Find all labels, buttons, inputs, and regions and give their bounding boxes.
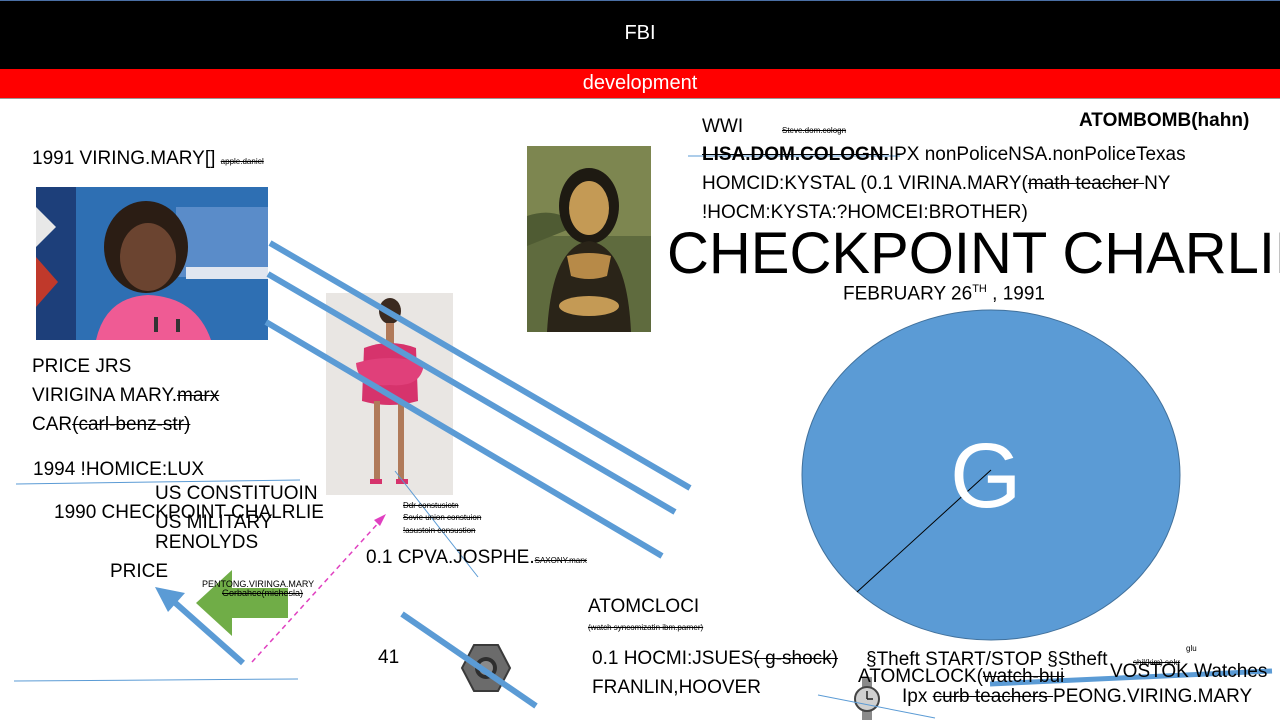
- hocmi-prefix: 0.1 HOCMI:JSUES: [592, 648, 754, 669]
- date-prefix: FEBRUARY 26: [843, 283, 973, 305]
- blue-arrow-shaft: [170, 597, 245, 666]
- thin-diagonal-cpva: [394, 470, 479, 578]
- homice-1994: 1994 !HOMICE:LUX: [33, 459, 205, 480]
- diagonal-line-2: [266, 271, 677, 515]
- lisa-strike: LISA.DOM.COLOGN.: [702, 144, 889, 165]
- us-military: US MILITARY: [155, 512, 273, 533]
- homcid-line: HOMCID:KYSTAL (0.1 VIRINA.MARY(math teac…: [702, 173, 1170, 195]
- atomcloci-label: ATOMCLOCI: [588, 596, 700, 617]
- cpva-text: 0.1 CPVA.JOSPHE.: [366, 547, 535, 568]
- green-arrow: [196, 570, 288, 636]
- date-line: FEBRUARY 26TH , 1991: [843, 283, 1045, 305]
- pink-dashed-arrow: [251, 519, 382, 663]
- ipx-line: Ipx curb teachers PEONG.VIRING.MARY: [902, 686, 1280, 708]
- checkpoint-1990: 1990 CHECKPOINT CHALRLIE: [54, 502, 324, 523]
- subheader-title: development: [582, 72, 698, 94]
- virigina-strike: marx: [177, 385, 220, 406]
- vostok-label: VOSTOK Watches: [1110, 661, 1268, 682]
- hocm-line: !HOCM:KYSTA:?HOMCEI:BROTHER): [702, 202, 1028, 223]
- cpva-line: 0.1 CPVA.JOSPHE.SAXONY.marx: [366, 547, 587, 569]
- subheader-bar: [0, 69, 1280, 99]
- car-line: CAR(carl-benz-str): [32, 414, 190, 436]
- lisa-line: LISA.DOM.COLOGN.IPX nonPoliceNSA.nonPoli…: [702, 144, 1186, 166]
- glu-label: glu: [1186, 644, 1197, 653]
- diagonal-line-1: [268, 240, 692, 491]
- apple-daniel-text: apple.daniel: [220, 157, 264, 166]
- header-title: FBI: [624, 22, 656, 44]
- underline-bottom-left: [13, 678, 299, 682]
- date-suffix: , 1991: [986, 283, 1045, 305]
- atomclock-prefix: ATOMCLOCK(: [858, 666, 983, 687]
- theft-line: §Theft START/STOP §Stheft: [866, 649, 1108, 670]
- thin-line-watch: [817, 694, 936, 719]
- homcid-prefix: HOMCID:KYSTAL (0.1 VIRINA.MARY(: [702, 173, 1028, 194]
- franlin-label: FRANLIN,HOOVER: [592, 677, 761, 698]
- date-sup: TH: [972, 283, 987, 295]
- checkpoint-charlie-title: CHECKPOINT CHARLIE: [667, 222, 1280, 286]
- car-prefix: CAR: [32, 414, 73, 435]
- watch-sync-label: (watch syncomizatin ibm.parner): [588, 623, 704, 632]
- renolyds: RENOLYDS: [155, 532, 259, 553]
- pentong-label: PENTONG.VIRINGA.MARY: [202, 579, 315, 589]
- atombomb-label: ATOMBOMB(hahn): [1079, 110, 1250, 131]
- wwi-label: WWI: [702, 116, 744, 137]
- viring-mary-1991: 1991 VIRING.MARY[] apple.daniel: [32, 148, 264, 170]
- press-secretary-photo: [36, 187, 268, 340]
- big-circle: [801, 309, 1181, 641]
- steve-label: Steve.dom.cologn: [782, 126, 847, 135]
- pink-dress-photo: [326, 293, 453, 495]
- circle-radius-line: [856, 469, 992, 593]
- blue-arrow-head: [155, 587, 185, 612]
- hex-nut-image: [460, 643, 512, 693]
- price-label: PRICE: [110, 561, 169, 582]
- hocmi-line: 0.1 HOCMI:JSUES( g-shock): [592, 648, 838, 670]
- atomclock-line-text: ATOMCLOCK(watch-bui: [858, 666, 1064, 688]
- homcid-strike: math teacher: [1027, 173, 1145, 194]
- ddr-label: Ddr constusiotn: [403, 501, 459, 510]
- ipx-strike: curb teachers: [932, 686, 1054, 707]
- gorbahce-label: Gorbahce(michesla): [222, 588, 304, 598]
- ipx-prefix: Ipx: [902, 686, 933, 707]
- mona-lisa-photo: [527, 146, 651, 332]
- bottom-diagonal-line: [400, 611, 538, 709]
- saxony-text: SAXONY.marx: [534, 556, 587, 565]
- number-41: 41: [378, 647, 400, 668]
- virigina-mary: VIRIGINA MARY.marx: [32, 385, 219, 407]
- circle-letter: G: [950, 425, 1022, 527]
- pink-arrow-head: [374, 514, 386, 526]
- wristwatch-image: [848, 677, 886, 720]
- viring-mary-text: 1991 VIRING.MARY[]: [32, 148, 216, 169]
- atomclock-line: [989, 668, 1273, 687]
- us-constitution: US CONSTITUOIN: [155, 483, 318, 504]
- lisa-rest: IPX nonPoliceNSA.nonPoliceTexas: [888, 144, 1186, 165]
- atomclock-strike: watch-bui: [982, 666, 1065, 687]
- price-jrs: PRICE JRS: [32, 356, 132, 377]
- homcid-suffix: NY: [1144, 173, 1171, 194]
- underline-homice: [15, 479, 301, 485]
- car-strike: (carl-benz-str): [72, 414, 191, 435]
- shil-label: shil(kim) sekr: [1133, 658, 1181, 667]
- lasustoin-label: !asustoin consustion: [403, 526, 476, 535]
- sovie-label: Sovie union constuion: [403, 513, 482, 522]
- hocmi-strike: ( g-shock): [753, 648, 839, 669]
- ipx-suffix: PEONG.VIRING.MARY: [1053, 686, 1253, 707]
- diagonal-line-3: [264, 319, 664, 559]
- header-bar: [0, 0, 1280, 69]
- virigina-prefix: VIRIGINA MARY.: [32, 385, 178, 406]
